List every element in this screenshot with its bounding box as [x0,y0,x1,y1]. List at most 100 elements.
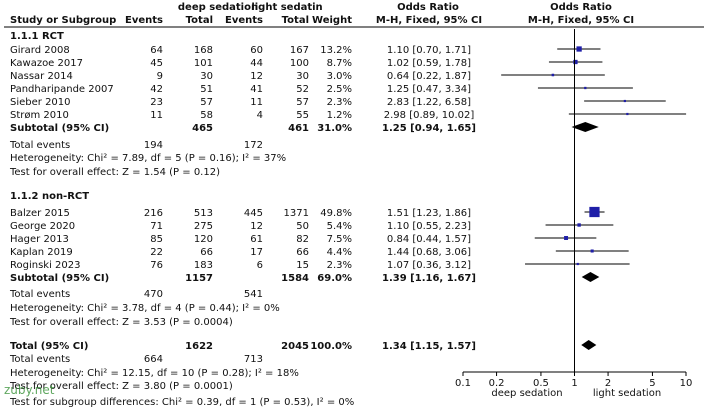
header-total-1: Total [186,15,213,26]
study-total-1: 58 [200,110,213,121]
study-events-1: 85 [150,234,163,245]
study-total-1: 101 [194,58,213,69]
study-total-1: 51 [200,84,213,95]
header-weight: Weight [312,15,352,26]
total-label: Total (95% CI) [10,341,88,352]
study-events-2: 17 [250,247,263,258]
study-total-1: 183 [194,260,213,271]
study-events-2: 12 [250,221,263,232]
study-total-2: 167 [290,45,309,56]
subtotal-total-2: 461 [288,123,309,134]
x-tick-label: 0.2 [489,378,505,389]
study-events-1: 71 [150,221,163,232]
study-total-2: 50 [296,221,309,232]
study-events-1: 42 [150,84,163,95]
study-events-1: 64 [150,45,163,56]
subtotal-label: Subtotal (95% CI) [10,273,109,284]
header-events-1: Events [125,15,163,26]
study-name: Pandharipande 2007 [10,84,114,95]
favours-left-label: deep sedation [491,388,562,399]
study-total-2: 66 [296,247,309,258]
study-total-2: 55 [296,110,309,121]
total-events-1: 194 [144,140,163,151]
study-name: Balzer 2015 [10,208,70,219]
study-or-ci: 1.07 [0.36, 3.12] [387,260,471,271]
subtotal-diamond [571,122,599,132]
study-name: Hager 2013 [10,234,69,245]
total-events-label: Total events [9,289,70,300]
x-tick-label: 1 [571,378,577,389]
study-marker [584,86,587,90]
study-total-2: 15 [296,260,309,271]
total-weight: 100.0% [310,341,352,352]
study-weight: 2.3% [327,260,352,271]
subtotal-total-1: 1157 [185,273,213,284]
study-name: Strøm 2010 [10,110,69,121]
x-tick-label: 2 [605,378,611,389]
total-events-2: 713 [244,354,263,365]
study-weight: 3.0% [327,71,352,82]
heterogeneity-text: Heterogeneity: Chi² = 12.15, df = 10 (P … [10,368,299,379]
watermark: zuby.net [4,383,55,397]
total-events-label: Total events [9,354,70,365]
favours-right-label: light sedation [593,388,661,399]
study-events-2: 445 [244,208,263,219]
study-total-1: 168 [194,45,213,56]
study-total-1: 120 [194,234,213,245]
x-tick-label: 0.1 [455,378,471,389]
header-method-plot: M-H, Fixed, 95% CI [528,15,634,26]
study-weight: 8.7% [327,58,352,69]
study-total-2: 82 [296,234,309,245]
study-total-1: 275 [194,221,213,232]
study-total-1: 66 [200,247,213,258]
study-weight: 13.2% [320,45,352,56]
study-marker [576,46,582,52]
study-or-ci: 1.44 [0.68, 3.06] [387,247,471,258]
subtotal-weight: 69.0% [317,273,352,284]
study-events-2: 61 [250,234,263,245]
header-odds-ratio-plot: Odds Ratio [550,2,612,13]
heterogeneity-text: Heterogeneity: Chi² = 3.78, df = 4 (P = … [10,303,280,314]
overall-effect-text: Test for overall effect: Z = 3.80 (P = 0… [9,381,233,392]
study-events-2: 12 [250,71,263,82]
study-total-2: 100 [290,58,309,69]
study-weight: 49.8% [320,208,352,219]
study-or-ci: 0.84 [0.44, 1.57] [387,234,471,245]
total-or-ci: 1.34 [1.15, 1.57] [382,341,476,352]
heterogeneity-text: Heterogeneity: Chi² = 7.89, df = 5 (P = … [10,153,286,164]
subtotal-total-2: 1584 [281,273,309,284]
study-events-2: 6 [257,260,263,271]
study-weight: 2.3% [327,97,352,108]
header-method-text: M-H, Fixed, 95% CI [376,15,482,26]
subtotal-diamond [581,272,600,282]
study-weight: 5.4% [327,221,352,232]
study-name: Nassar 2014 [10,71,73,82]
study-events-2: 60 [250,45,263,56]
overall-effect-text: Test for overall effect: Z = 1.54 (P = 0… [9,167,220,178]
study-total-2: 30 [296,71,309,82]
study-total-2: 1371 [284,208,309,219]
total-events-2: 172 [244,140,263,151]
study-or-ci: 1.10 [0.70, 1.71] [387,45,471,56]
study-events-1: 23 [150,97,163,108]
study-total-1: 513 [194,208,213,219]
total-events-1: 664 [144,354,163,365]
study-weight: 1.2% [327,110,352,121]
study-or-ci: 2.83 [1.22, 6.58] [387,97,471,108]
header-study: Study or Subgroup [10,15,116,26]
study-total-1: 30 [200,71,213,82]
total-diamond [581,340,597,350]
study-total-1: 57 [200,97,213,108]
study-or-ci: 1.51 [1.23, 1.86] [387,208,471,219]
study-events-1: 76 [150,260,163,271]
study-events-1: 9 [157,71,163,82]
study-events-2: 11 [250,97,263,108]
study-name: Girard 2008 [10,45,70,56]
total-total-2: 2045 [281,341,309,352]
subgroup-title: 1.1.2 non-RCT [10,191,89,202]
study-weight: 7.5% [327,234,352,245]
subgroup-title: 1.1.1 RCT [10,31,64,42]
study-events-1: 11 [150,110,163,121]
study-or-ci: 0.64 [0.22, 1.87] [387,71,471,82]
